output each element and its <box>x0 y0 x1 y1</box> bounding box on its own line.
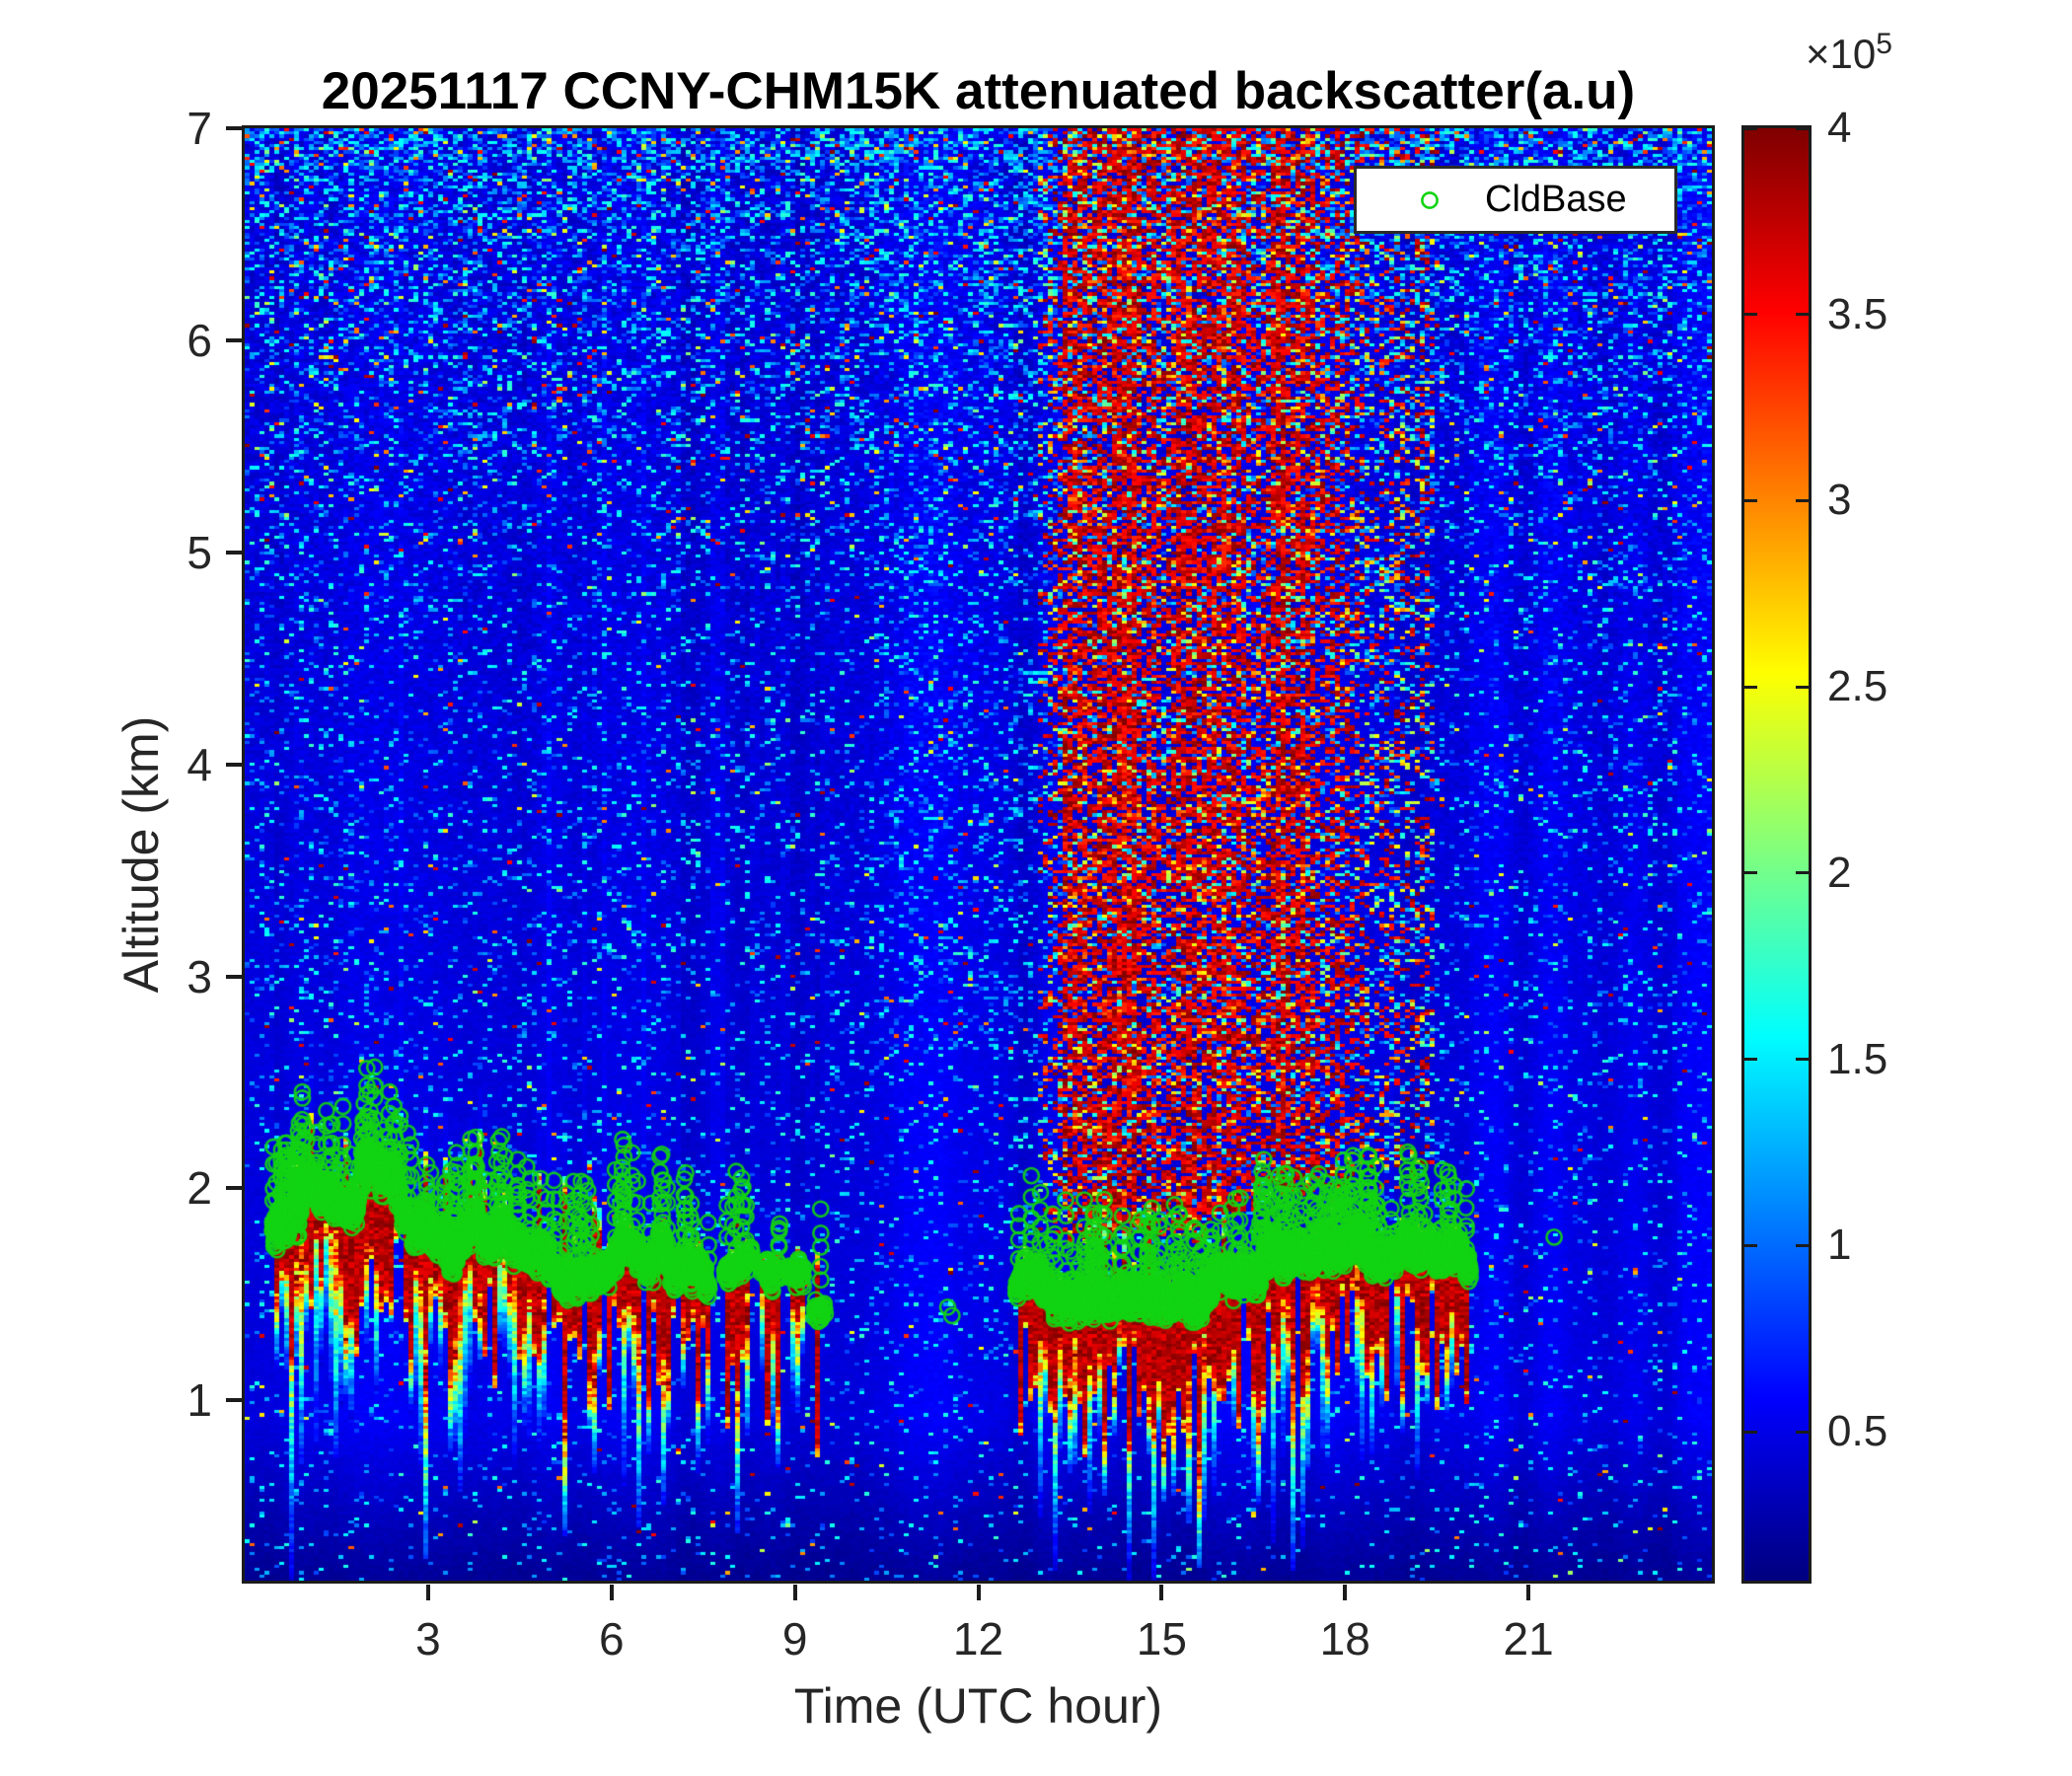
y-axis-label: Altitude (km) <box>113 715 169 994</box>
x-axis-tick-label: 12 <box>952 1613 1004 1665</box>
colorbar-tick-label: 1.5 <box>1827 1034 1888 1083</box>
y-axis-tick-label: 5 <box>186 526 212 578</box>
colorbar-tick-label: 3 <box>1827 476 1852 525</box>
colorbar-tick <box>1744 126 1757 130</box>
y-axis-tick <box>226 974 242 979</box>
colorbar-tick <box>1796 1243 1809 1247</box>
y-axis-tick <box>226 762 242 767</box>
colorbar-tick-label: 4 <box>1827 104 1852 152</box>
x-axis-tick <box>792 1585 797 1600</box>
y-axis-tick-label: 3 <box>186 950 212 1002</box>
colorbar-tick-label: 2.5 <box>1827 662 1888 711</box>
colorbar-scale-prefix: ×10 <box>1806 31 1877 77</box>
colorbar-tick <box>1744 685 1757 689</box>
cldbase-marker-icon <box>1421 190 1439 209</box>
colorbar-tick <box>1744 498 1757 502</box>
colorbar-canvas <box>1744 128 1809 1581</box>
colorbar-tick <box>1796 1058 1809 1062</box>
colorbar-tick-label: 2 <box>1827 848 1852 897</box>
colorbar-tick <box>1744 313 1757 317</box>
colorbar-tick <box>1744 1243 1757 1247</box>
colorbar-tick <box>1796 313 1809 317</box>
x-axis-tick-label: 9 <box>781 1613 808 1665</box>
y-axis-tick <box>226 550 242 555</box>
x-axis-tick-label: 15 <box>1136 1613 1187 1665</box>
colorbar-tick-label: 0.5 <box>1827 1407 1888 1456</box>
legend: CldBase <box>1354 166 1677 234</box>
colorbar-scale-exponent: 5 <box>1876 28 1892 60</box>
x-axis-tick-label: 3 <box>415 1613 441 1665</box>
colorbar-tick-label: 3.5 <box>1827 289 1888 338</box>
y-axis-tick <box>226 1186 242 1191</box>
colorbar-tick <box>1744 1430 1757 1434</box>
x-axis-tick <box>1159 1585 1164 1600</box>
y-axis-tick <box>226 1398 242 1403</box>
x-axis-tick <box>425 1585 430 1600</box>
chart-title: 20251117 CCNY-CHM15K attenuated backscat… <box>321 62 1636 120</box>
y-axis-tick <box>226 126 242 130</box>
colorbar-tick <box>1744 871 1757 875</box>
legend-label: CldBase <box>1485 179 1627 220</box>
x-axis-tick <box>609 1585 614 1600</box>
y-axis-tick-label: 1 <box>186 1374 212 1427</box>
colorbar-tick <box>1796 871 1809 875</box>
colorbar-tick <box>1796 685 1809 689</box>
x-axis-tick-label: 21 <box>1503 1613 1554 1665</box>
y-axis-tick <box>226 337 242 342</box>
x-axis-tick <box>1343 1585 1348 1600</box>
x-axis-tick-label: 18 <box>1319 1613 1370 1665</box>
y-axis-tick-label: 4 <box>186 738 212 790</box>
x-axis-label: Time (UTC hour) <box>793 1678 1163 1734</box>
y-axis-tick-label: 7 <box>186 103 212 154</box>
y-axis-tick-label: 6 <box>186 314 212 366</box>
x-axis-tick <box>1526 1585 1531 1600</box>
colorbar-tick <box>1796 498 1809 502</box>
colorbar-tick <box>1744 1058 1757 1062</box>
colorbar-tick <box>1796 126 1809 130</box>
x-axis-tick-label: 6 <box>598 1613 625 1665</box>
y-axis-tick-label: 2 <box>186 1162 212 1215</box>
colorbar-tick-label: 1 <box>1827 1221 1852 1270</box>
colorbar-tick <box>1796 1430 1809 1434</box>
heatmap-canvas <box>245 128 1712 1581</box>
colorbar-scale-label: ×105 <box>1806 28 1892 78</box>
x-axis-tick <box>976 1585 981 1600</box>
